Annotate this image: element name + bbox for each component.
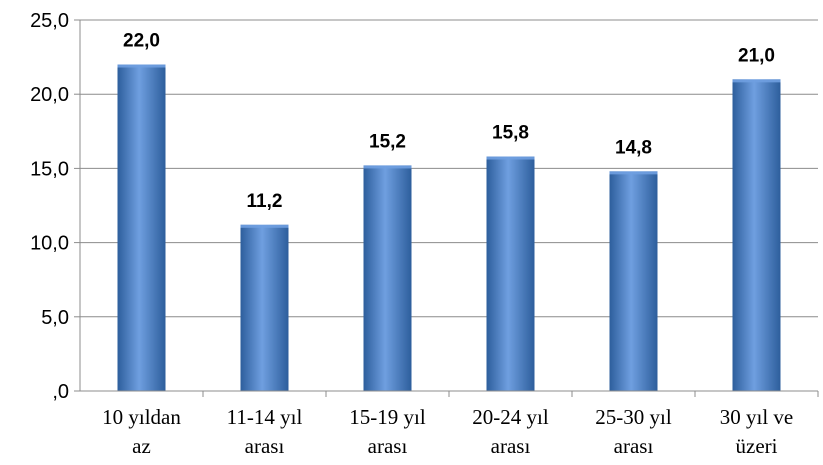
data-labels: 22,0 11,2 15,2 15,8 14,8 21,0 [123,31,775,212]
bar [363,165,412,391]
y-tick-label: 5,0 [41,307,69,329]
bar-cap [486,156,535,160]
axes [79,20,818,392]
x-tick-label: 20-24 yıl [472,405,549,429]
x-tick-label: 30 yıl ve [720,405,794,429]
bar-cap [609,171,658,175]
x-tick-label: üzeri [736,434,778,458]
data-label: 14,8 [615,137,652,158]
x-tick-label: arası [245,434,285,458]
x-tick-label: az [132,434,151,458]
y-tick-label: 25,0 [30,10,69,32]
bar [486,156,535,391]
x-tick-label: arası [614,434,654,458]
gridlines [80,19,818,318]
bar-cap [117,64,166,68]
bar-cap [363,165,412,169]
x-tick-label: 10 yıldan [102,405,181,429]
x-tick-label: arası [368,434,408,458]
y-tick-label: 20,0 [30,84,69,106]
y-tick-label: 15,0 [30,158,69,180]
data-label: 15,8 [492,123,529,144]
bar-cap [240,224,289,228]
x-tick-label: 25-30 yıl [595,405,672,429]
x-tick-label: 11-14 yıl [227,405,303,429]
bar [609,171,658,391]
x-tick-label: 15-19 yıl [349,405,426,429]
y-tick-label: ,0 [52,381,69,403]
data-label: 15,2 [369,131,406,152]
x-axis-ticks: 10 yıldan az 11-14 yıl arası 15-19 yıl arası 2… [102,391,819,458]
bar [117,64,166,392]
data-label: 22,0 [123,31,160,52]
x-tick-label: arası [491,434,531,458]
bars [117,64,781,392]
bar-cap [732,79,781,83]
data-label: 11,2 [247,191,283,212]
y-axis-ticks: ,0 5,0 10,0 15,0 20,0 25,0 [30,10,80,403]
data-label: 21,0 [738,45,775,66]
bar [732,79,781,392]
y-tick-label: 10,0 [30,233,69,255]
bar [240,224,289,391]
